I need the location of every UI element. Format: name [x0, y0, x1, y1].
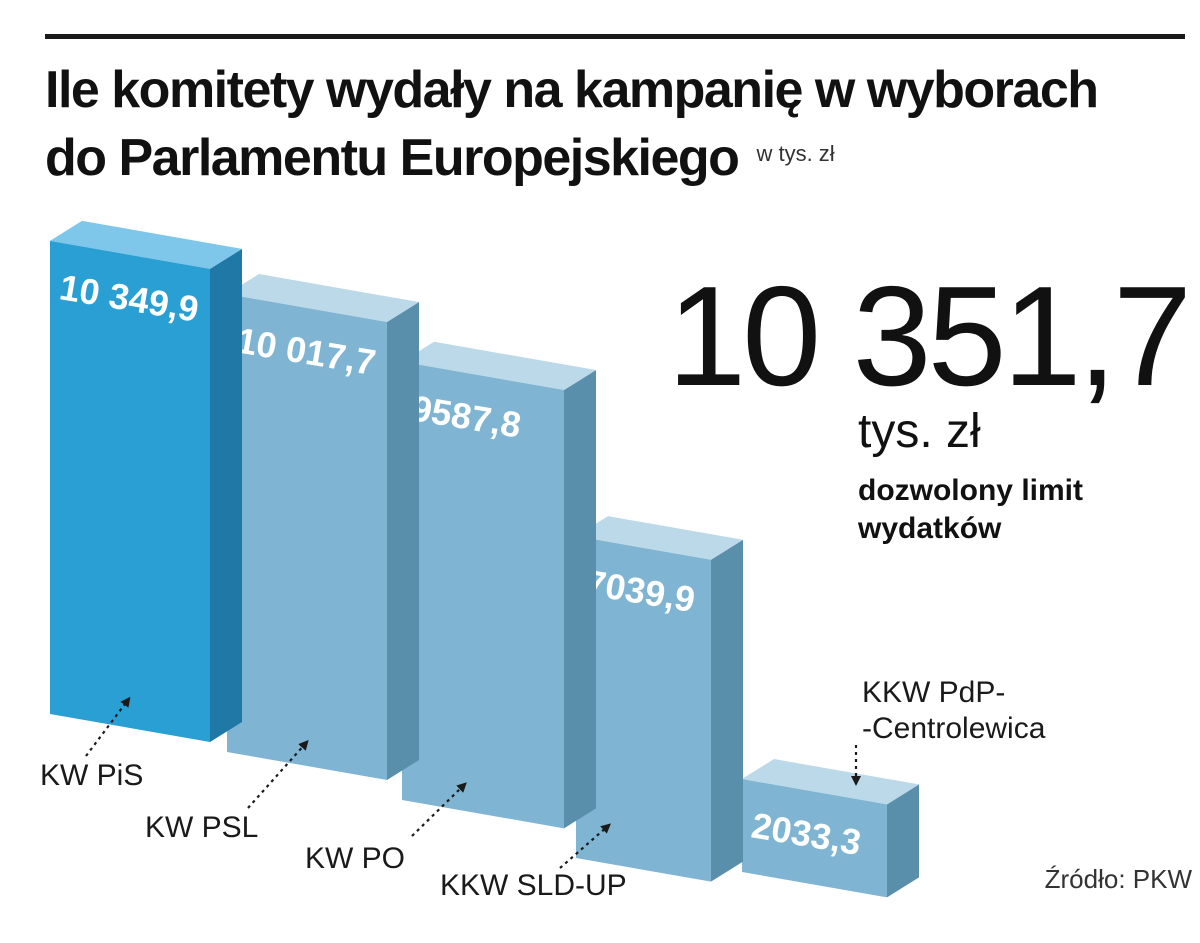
- category-label-1: KW PiS: [40, 696, 143, 792]
- limit-unit: tys. zł: [858, 405, 981, 458]
- category-label-4: KKW SLD-UP: [440, 823, 627, 902]
- limit-value: 10 351,7: [667, 257, 1192, 416]
- title-line-2-text: do Parlamentu Europejskiego: [45, 129, 740, 187]
- bar-front-face: [576, 536, 711, 882]
- category-arrow: [85, 696, 131, 757]
- title-line-2: do Parlamentu Europejskiego w tys. zł: [45, 122, 1195, 190]
- limit-description: dozwolony limit wydatków: [858, 474, 1083, 545]
- bar-side-face: [887, 784, 919, 898]
- bar-2: 10 017,7: [227, 274, 419, 780]
- bar-top-face: [402, 341, 596, 391]
- bar-5: 2033,3: [742, 759, 919, 898]
- bar-front-face: [402, 361, 564, 829]
- top-rule: [45, 34, 1185, 39]
- bar-top-face: [227, 274, 419, 323]
- bar-4: 7039,9: [576, 516, 743, 882]
- category-label-text: KW PO: [305, 842, 405, 875]
- bar-side-face: [387, 302, 419, 780]
- category-label-2: KW PSL: [145, 740, 309, 844]
- bar-side-face: [210, 248, 242, 743]
- bar-front-face: [742, 779, 887, 898]
- bar-1: 10 349,9: [50, 220, 242, 743]
- unit-label: w tys. zł: [756, 141, 835, 166]
- category-label-5: KKW PdP--Centrolewica: [851, 676, 1046, 786]
- category-arrow: [411, 782, 467, 837]
- bar-front-face: [227, 294, 387, 780]
- bar-top-face: [576, 516, 743, 560]
- title-line-1: Ile komitety wydały na kampanię w wybora…: [45, 61, 1099, 119]
- source-note: Źródło: PKW: [1044, 864, 1192, 894]
- bar-top-face: [742, 759, 919, 805]
- category-arrow: [247, 740, 309, 809]
- bar-side-face: [711, 539, 743, 882]
- bar-top-face: [50, 220, 242, 269]
- category-label-text: KKW SLD-UP: [440, 869, 627, 902]
- category-label-text: KKW PdP--Centrolewica: [862, 676, 1046, 745]
- category-label-text: KW PSL: [145, 811, 258, 844]
- category-label-text: KW PiS: [40, 759, 143, 792]
- bar-3: 9587,8: [402, 341, 596, 829]
- category-label-3: KW PO: [305, 782, 467, 875]
- chart-title: Ile komitety wydały na kampanię w wybora…: [45, 58, 1195, 190]
- bar-front-face: [50, 240, 210, 743]
- bar-side-face: [564, 370, 596, 829]
